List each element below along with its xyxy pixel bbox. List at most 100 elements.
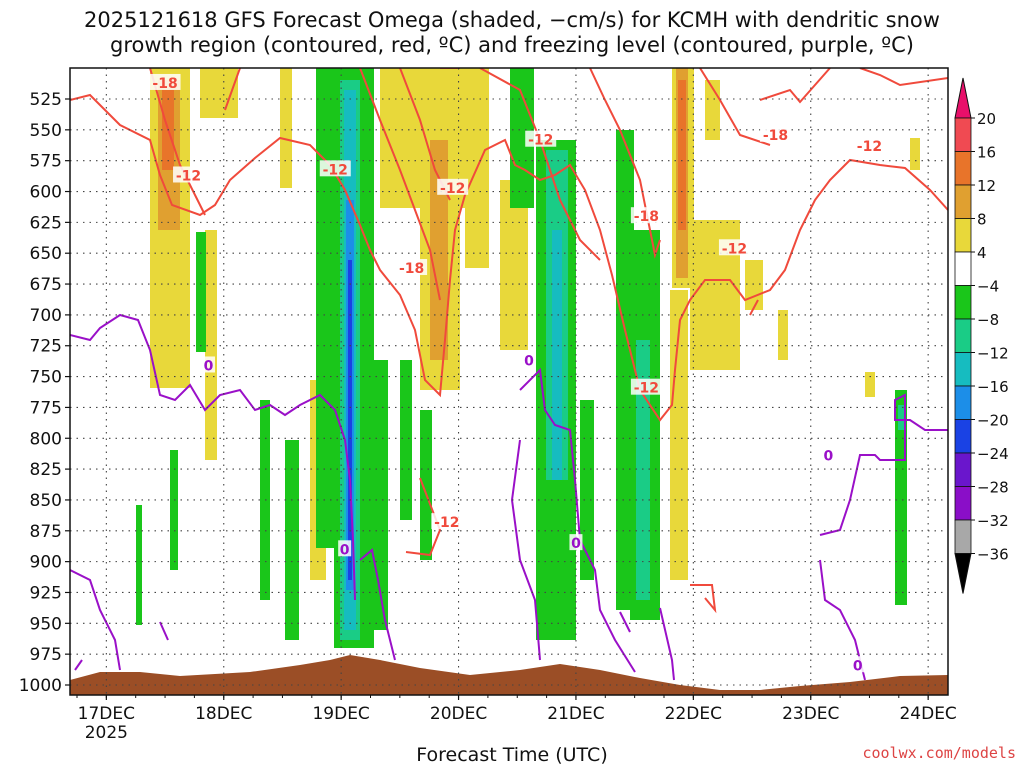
contour-label-bg (718, 239, 750, 256)
colorbar-label: 20 (977, 110, 996, 128)
colorbar-label: 8 (977, 211, 987, 229)
contour-label: -18 (634, 209, 659, 225)
colorbar-swatch (954, 218, 972, 253)
contour-label-bg (396, 259, 428, 276)
chart-title-line-1: 2025121618 GFS Forecast Omega (shaded, −… (84, 8, 940, 32)
y-tick-label: 600 (30, 183, 62, 203)
contour-label: -18 (152, 76, 177, 92)
y-tick-label: 650 (30, 244, 62, 264)
contour-label-bg (173, 166, 205, 183)
contour-label-bg (630, 207, 662, 224)
x-axis-title: Forecast Time (UTC) (416, 744, 608, 766)
credit-link[interactable]: coolwx.com/models (862, 744, 1016, 762)
y-tick-label: 900 (30, 553, 62, 573)
contour-label-bg (853, 136, 885, 153)
x-tick-label: 19DEC (312, 704, 369, 724)
colorbar-swatch (954, 419, 972, 454)
y-tick-label: 525 (30, 90, 62, 110)
x-tick-label: 24DEC (899, 704, 956, 724)
x-tick-label: 18DEC (195, 704, 252, 724)
y-tick-label: 850 (30, 491, 62, 511)
contour-label-bg (338, 540, 352, 557)
contour-label: 0 (853, 658, 863, 674)
contour-label: -12 (434, 515, 459, 531)
y-tick-label: 775 (30, 398, 62, 418)
contour-label-bg (630, 378, 662, 395)
y-tick-label: 825 (30, 460, 62, 480)
x-axis-ticks: 17DEC 18DEC 19DEC 20DEC 21DEC 22DEC 23DEC 24DEC… (76, 695, 957, 743)
colorbar-bottom-arrow (954, 553, 972, 594)
terrain-surface (70, 655, 948, 695)
contour-label: 0 (571, 536, 581, 552)
contour-label: 0 (823, 449, 833, 465)
colorbar-label: 4 (977, 244, 987, 262)
y-tick-label: 1000 (19, 676, 62, 696)
y-tick-label: 575 (30, 152, 62, 172)
colorbar-label: −28 (977, 479, 1009, 497)
contour-label: -12 (857, 139, 882, 155)
contour-label-bg (319, 160, 351, 177)
colorbar-label: −16 (977, 378, 1009, 396)
contour-label: 0 (340, 542, 350, 558)
colorbar-swatch (954, 352, 972, 387)
y-tick-label: 800 (30, 429, 62, 449)
contour-label-bg (149, 73, 181, 90)
colorbar-swatch (954, 452, 972, 487)
y-tick-label: 950 (30, 614, 62, 634)
colorbar-label: −8 (977, 311, 999, 329)
x-tick-label: 22DEC (665, 704, 722, 724)
colorbar-label: −4 (977, 278, 999, 296)
colorbar-label: 12 (977, 177, 996, 195)
x-tick-label: 20DEC (430, 704, 487, 724)
colorbar-label: −36 (977, 546, 1009, 564)
contour-label-bg (851, 656, 865, 673)
contour-label: -12 (634, 381, 659, 397)
colorbar-label: −12 (977, 345, 1009, 363)
colorbar-top-arrow (954, 77, 972, 119)
contour-label: -12 (323, 162, 348, 178)
contour-label-bg (569, 534, 583, 551)
contour-label-bg (525, 130, 557, 147)
contour-label-bg (821, 446, 835, 463)
x-year-label: 2025 (85, 723, 128, 743)
plot-frame (69, 67, 949, 696)
contour-label-bg (522, 351, 536, 368)
colorbar-swatch (954, 285, 972, 320)
y-tick-label: 875 (30, 522, 62, 542)
colorbar-label: 16 (977, 144, 996, 162)
colorbar-label: −32 (977, 512, 1009, 530)
y-tick-label: 925 (30, 583, 62, 603)
colorbar-label: −20 (977, 412, 1009, 430)
colorbar-swatch (954, 486, 972, 521)
colorbar-swatch (954, 184, 972, 219)
colorbar-swatch (954, 117, 972, 152)
colorbar-swatch (954, 251, 972, 286)
x-tick-label: 21DEC (547, 704, 604, 724)
contour-label: -18 (399, 261, 424, 277)
contour-label: -12 (176, 168, 201, 184)
y-tick-label: 975 (30, 645, 62, 665)
contour-label: -18 (763, 128, 788, 144)
contour-label-bg (760, 125, 792, 142)
colorbar-swatch (954, 318, 972, 353)
y-tick-label: 625 (30, 213, 62, 233)
contour-label: 0 (524, 354, 534, 370)
omega-shading (136, 68, 920, 648)
colorbar: 20 16 12 8 4 −4 −8 −12 −16 −20 −24 −28 −32 −36 (954, 77, 1009, 594)
contour-label-bg (437, 178, 469, 195)
x-tick-label: 23DEC (782, 704, 839, 724)
contour-label: -12 (722, 241, 747, 257)
plot-area (70, 68, 948, 695)
y-tick-label: 700 (30, 306, 62, 326)
colorbar-label: −24 (977, 445, 1009, 463)
y-tick-label: 675 (30, 275, 62, 295)
contour-label: -12 (440, 181, 465, 197)
y-axis-ticks: 525 550 575 600 625 650 675 700 725 750 775 800 825 8… (19, 90, 70, 696)
y-tick-label: 750 (30, 368, 62, 388)
contour-label-bg (431, 513, 463, 530)
contour-label-bg (201, 356, 215, 373)
contour-label: 0 (204, 358, 214, 374)
y-tick-label: 550 (30, 121, 62, 141)
grid-lines (70, 68, 948, 695)
